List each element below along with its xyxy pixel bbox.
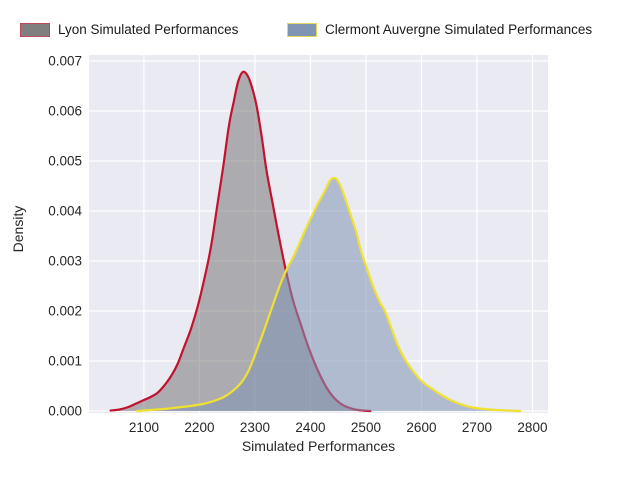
y-tick-label: 0.000 [48,404,82,419]
lyon-legend-label: Lyon Simulated Performances [58,22,239,37]
x-tick-label: 2200 [184,420,214,435]
legend-item-clermont: Clermont Auvergne Simulated Performances [287,22,592,38]
clermont-density-line [136,176,522,413]
y-tick-label: 0.003 [48,254,82,269]
x-tick-label: 2700 [462,420,492,435]
lyon-density-area [110,71,371,412]
chart-legend: Lyon Simulated Performances Clermont Auv… [0,0,640,48]
x-tick-label: 2600 [406,420,436,435]
x-tick-label: 2500 [351,420,381,435]
y-tick-label: 0.002 [48,304,82,319]
x-tick-label: 2800 [517,420,547,435]
y-tick-label: 0.006 [48,104,82,119]
y-tick-label: 0.007 [48,54,82,69]
lyon-legend-swatch-icon [20,23,50,37]
clermont-legend-label: Clermont Auvergne Simulated Performances [325,22,593,37]
x-axis-title: Simulated Performances [241,438,396,454]
x-tick-label: 2100 [129,420,159,435]
x-tick-label: 2300 [240,420,270,435]
y-tick-label: 0.001 [48,354,82,369]
y-tick-label: 0.004 [48,204,82,219]
legend-item-lyon: Lyon Simulated Performances [20,22,238,38]
x-tick-label: 2400 [295,420,325,435]
y-tick-label: 0.005 [48,154,82,169]
clermont-density-area [137,177,521,411]
clermont-legend-swatch-icon [287,23,317,37]
